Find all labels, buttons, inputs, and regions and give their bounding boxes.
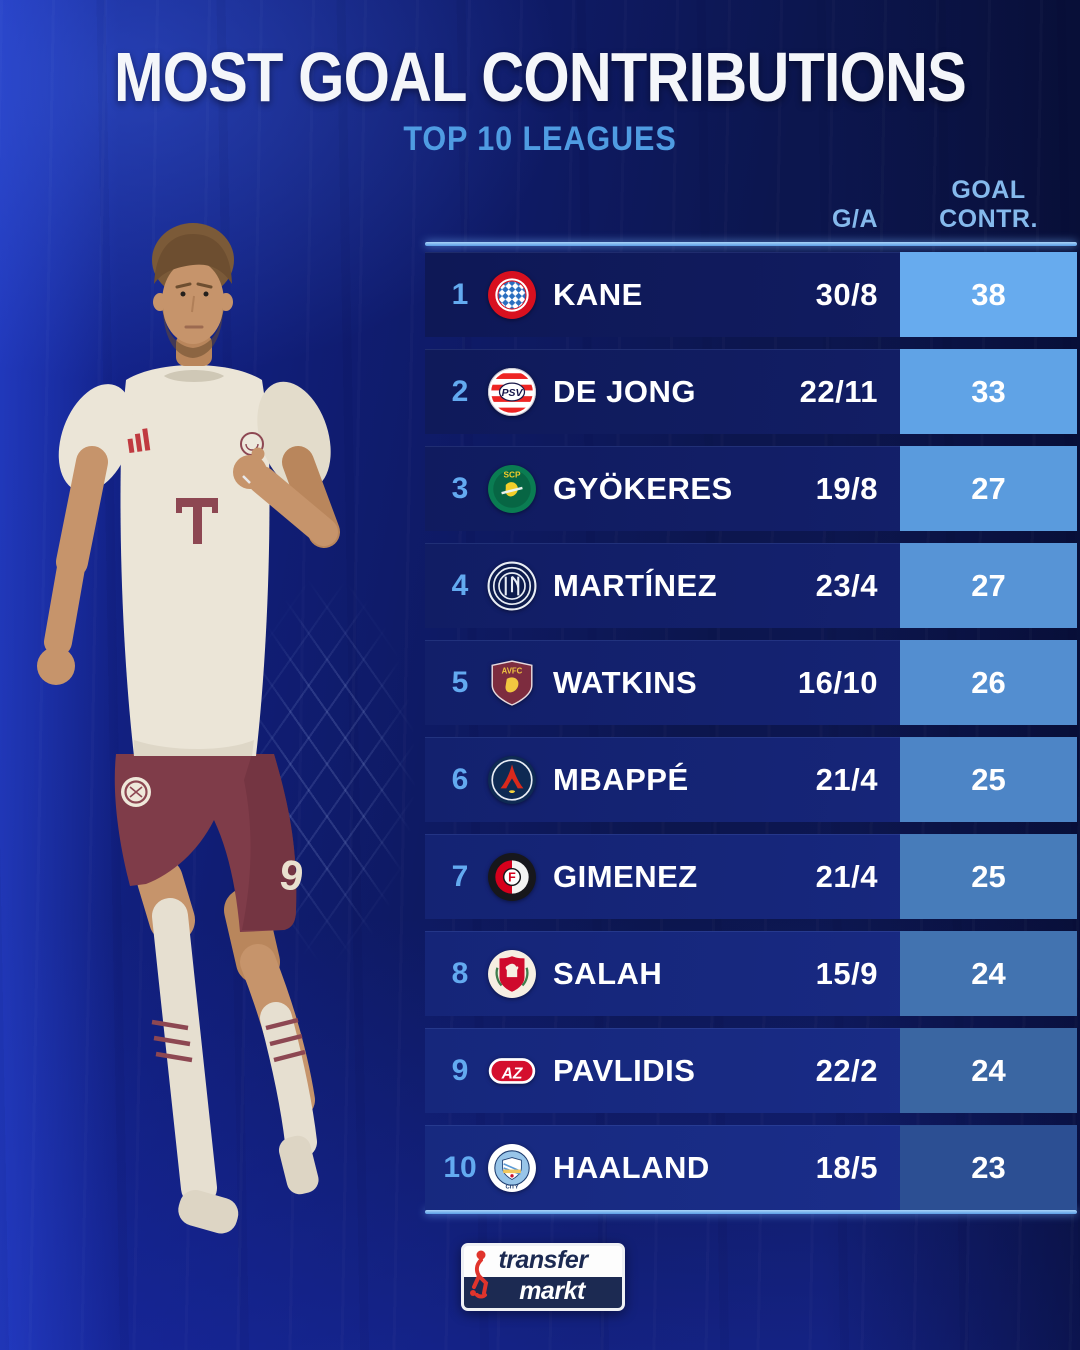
table-row: 7 F GIMENEZ 21/4 25 [425,834,1077,919]
goal-contr-value: 33 [971,373,1006,409]
rank-value: 6 [451,763,469,796]
table-row: 5 AVFC WATKINS 16/10 26 [425,640,1077,725]
rank-value: 1 [451,278,469,311]
badge-sporting-cp-icon: SCP [487,464,537,514]
svg-text:AVFC: AVFC [502,666,523,675]
svg-text:PSV: PSV [502,388,524,399]
ga-value: 21/4 [815,762,878,797]
svg-text:SCP: SCP [503,469,521,479]
goal-contr-value: 24 [971,955,1006,991]
stats-table: G/A GOAL CONTR. 1 KANE 30/8 38 2 PSV [425,176,1077,1214]
ga-value: 22/11 [799,374,878,409]
player-name: SALAH [553,956,663,991]
goal-contr-cell: 33 [900,349,1077,434]
player-name: WATKINS [553,665,698,700]
ga-value: 19/8 [815,471,878,506]
player-name: KANE [553,277,643,312]
rank-value: 10 [443,1151,477,1184]
ga-value: 18/5 [815,1150,878,1185]
table-row: 9 AZ PAVLIDIS 22/2 24 [425,1028,1077,1113]
player-name: MARTÍNEZ [553,568,718,603]
goal-contr-cell: 27 [900,543,1077,628]
goal-contr-value: 27 [971,567,1006,603]
table-row: 2 PSV DE JONG 22/11 33 [425,349,1077,434]
ga-value: 15/9 [815,956,878,991]
transfermarkt-player-figure-icon [470,1250,489,1299]
ga-value: 30/8 [815,277,878,312]
player-name: PAVLIDIS [553,1053,696,1088]
table-header: G/A GOAL CONTR. [425,176,1077,242]
top-divider [425,242,1077,246]
rank-value: 2 [451,375,469,408]
player-photo-kane: 9 [0,180,440,1350]
svg-text:AZ: AZ [501,1065,524,1082]
table-row: 4 MARTÍNEZ 23/4 27 [425,543,1077,628]
goal-contr-cell: 25 [900,834,1077,919]
ga-value: 23/4 [815,568,878,603]
badge-manchester-city-icon: CITY [487,1143,537,1193]
ga-value: 16/10 [797,665,878,700]
goal-contr-value: 27 [971,470,1006,506]
table-row: 1 KANE 30/8 38 [425,252,1077,337]
player-name: GYÖKERES [553,471,733,506]
badge-aston-villa-icon: AVFC [487,658,537,708]
goal-contr-header-line1: GOAL [951,176,1026,204]
rank-value: 5 [451,666,469,699]
badge-psv-icon: PSV [487,367,537,417]
goal-contr-cell: 24 [900,931,1077,1016]
badge-feyenoord-icon: F [487,852,537,902]
player-name: DE JONG [553,374,697,409]
goal-contr-header-line2: CONTR. [939,205,1038,233]
ga-value: 22/2 [815,1053,878,1088]
goal-contr-cell: 25 [900,737,1077,822]
rank-value: 4 [451,569,469,602]
player-name: HAALAND [553,1150,710,1185]
goal-contr-value: 25 [971,858,1006,894]
goal-contr-value: 23 [971,1149,1006,1185]
page-subtitle: TOP 10 LEAGUES [403,120,677,158]
goal-contr-column-header: GOAL CONTR. [900,176,1077,234]
player-name: GIMENEZ [553,859,698,894]
table-row: 10 CITY HAALAND 18/5 23 [425,1125,1077,1210]
svg-text:CITY: CITY [505,1184,518,1190]
page-title: MOST GOAL CONTRIBUTIONS [113,38,967,116]
table-row: 3 SCP GYÖKERES 19/8 27 [425,446,1077,531]
goal-contr-cell: 26 [900,640,1077,725]
badge-inter-milan-icon [487,561,537,611]
badge-bayern-munich-icon [487,270,537,320]
goal-contr-cell: 38 [900,252,1077,337]
goal-contr-value: 25 [971,761,1006,797]
transfermarkt-logo: transfer markt [461,1243,625,1311]
goal-contr-cell: 23 [900,1125,1077,1210]
goal-contr-cell: 27 [900,446,1077,531]
table-row: 6 MBAPPÉ 21/4 25 [425,737,1077,822]
rank-value: 9 [451,1054,469,1087]
player-illustration-icon: 9 [37,223,340,1234]
ga-column-header: G/A [832,205,878,233]
svg-text:F: F [508,870,516,884]
badge-az-alkmaar-icon: AZ [487,1046,537,1096]
badge-psg-icon [487,755,537,805]
table-body: 1 KANE 30/8 38 2 PSV DE JONG 22/11 33 3 [425,252,1077,1210]
goal-contr-value: 24 [971,1052,1006,1088]
rank-value: 7 [451,860,469,893]
table-row: 8 SALAH 15/9 24 [425,931,1077,1016]
badge-liverpool-icon [487,949,537,999]
transfermarkt-logo-line1: transfer [464,1246,622,1277]
bottom-divider [425,1210,1077,1214]
ga-value: 21/4 [815,859,878,894]
goal-contr-value: 26 [971,664,1006,700]
rank-value: 3 [451,472,469,505]
player-name: MBAPPÉ [553,762,689,797]
goal-contr-value: 38 [971,276,1006,312]
transfermarkt-logo-line2: markt [464,1277,622,1308]
goal-contr-cell: 24 [900,1028,1077,1113]
rank-value: 8 [451,957,469,990]
transfermarkt-logo-box: transfer markt [461,1243,625,1311]
